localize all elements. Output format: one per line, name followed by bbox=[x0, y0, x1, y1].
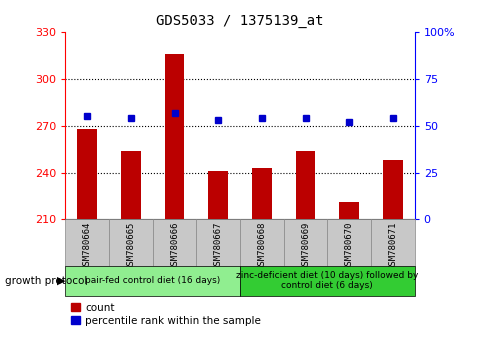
Text: GSM780667: GSM780667 bbox=[213, 222, 222, 270]
Bar bbox=[121, 151, 140, 219]
Bar bbox=[109, 219, 152, 266]
Text: GSM780666: GSM780666 bbox=[170, 222, 179, 270]
Bar bbox=[240, 219, 283, 266]
Bar bbox=[77, 129, 97, 219]
Text: GSM780671: GSM780671 bbox=[388, 222, 396, 270]
Text: growth protocol: growth protocol bbox=[5, 275, 87, 286]
Bar bbox=[339, 202, 358, 219]
Bar bbox=[165, 54, 184, 219]
Text: GSM780664: GSM780664 bbox=[83, 222, 91, 270]
Bar bbox=[252, 168, 271, 219]
Bar bbox=[65, 266, 240, 296]
Text: GSM780669: GSM780669 bbox=[301, 222, 309, 270]
Legend: count, percentile rank within the sample: count, percentile rank within the sample bbox=[71, 303, 260, 326]
Text: ▶: ▶ bbox=[57, 275, 66, 286]
Text: zinc-deficient diet (10 days) followed by
control diet (6 days): zinc-deficient diet (10 days) followed b… bbox=[236, 271, 418, 290]
Text: pair-fed control diet (16 days): pair-fed control diet (16 days) bbox=[85, 276, 220, 285]
Text: GSM780665: GSM780665 bbox=[126, 222, 135, 270]
Bar bbox=[327, 219, 370, 266]
Bar bbox=[240, 266, 414, 296]
Bar bbox=[370, 219, 414, 266]
Bar bbox=[208, 171, 227, 219]
Text: GSM780668: GSM780668 bbox=[257, 222, 266, 270]
Title: GDS5033 / 1375139_at: GDS5033 / 1375139_at bbox=[156, 14, 323, 28]
Bar bbox=[283, 219, 327, 266]
Bar bbox=[382, 160, 402, 219]
Bar bbox=[196, 219, 240, 266]
Text: GSM780670: GSM780670 bbox=[344, 222, 353, 270]
Bar bbox=[295, 151, 315, 219]
Bar bbox=[152, 219, 196, 266]
Bar bbox=[65, 219, 109, 266]
